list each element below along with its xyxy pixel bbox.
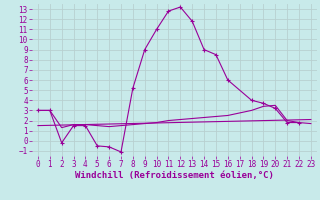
X-axis label: Windchill (Refroidissement éolien,°C): Windchill (Refroidissement éolien,°C) xyxy=(75,171,274,180)
